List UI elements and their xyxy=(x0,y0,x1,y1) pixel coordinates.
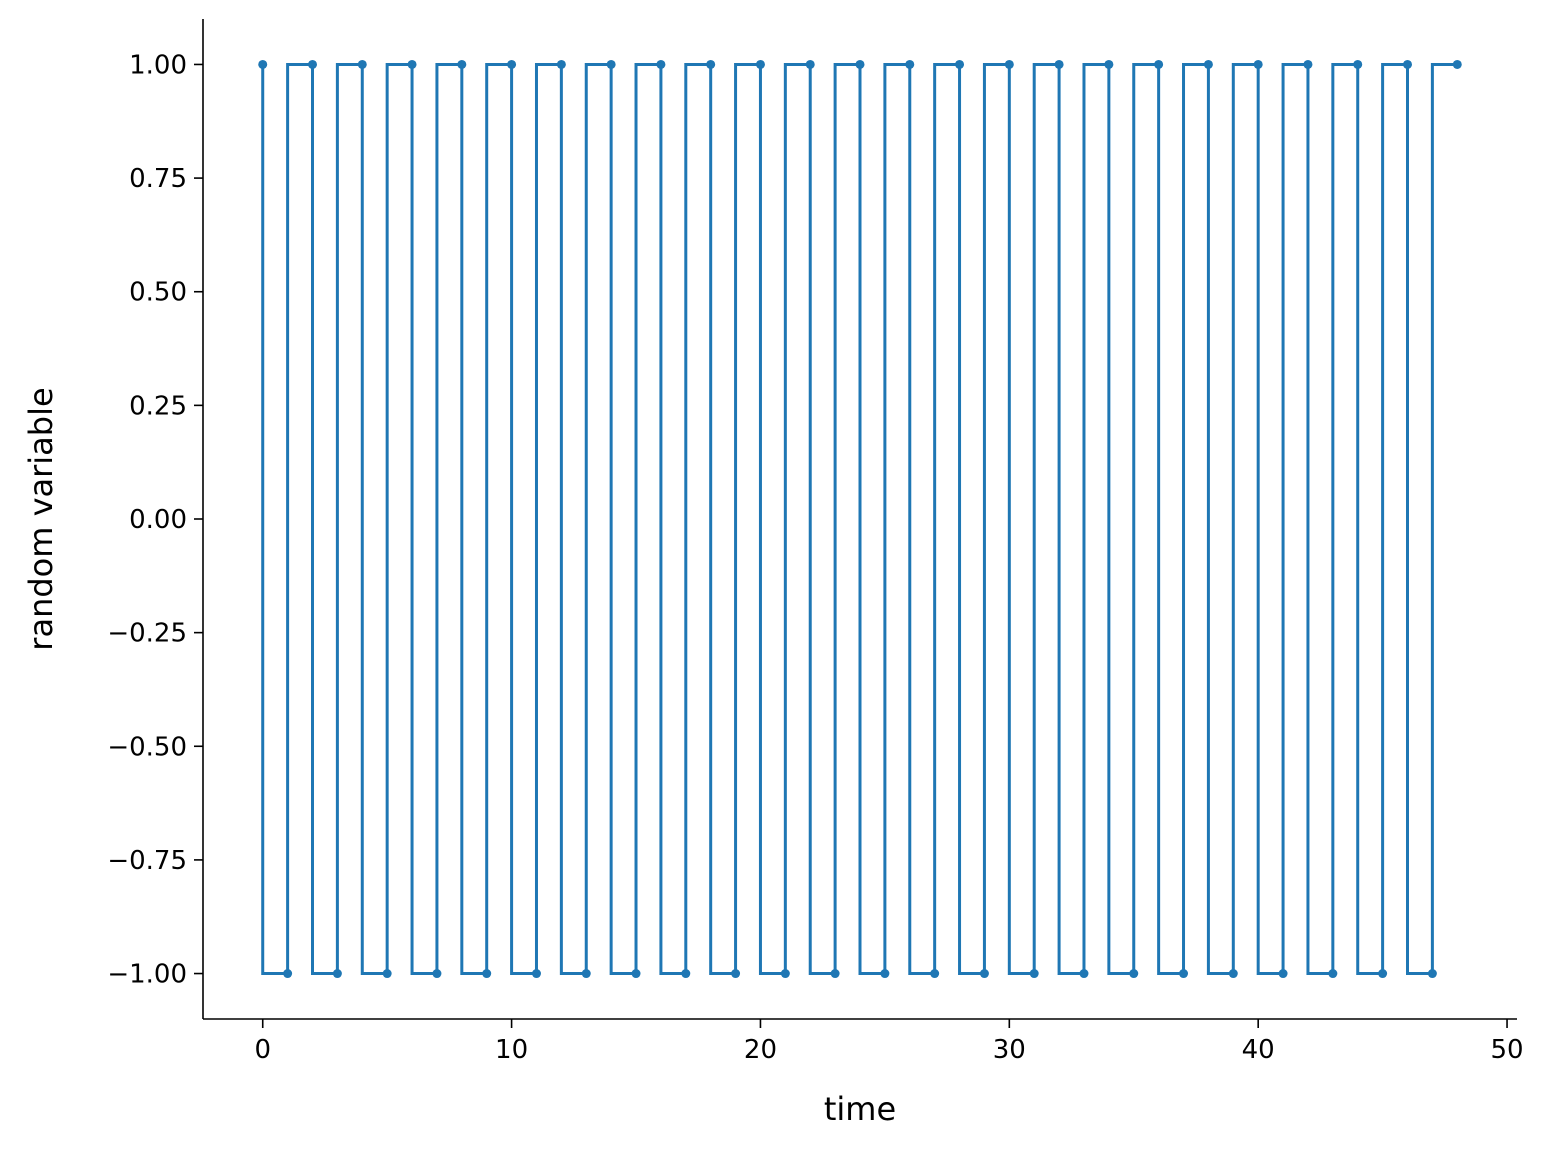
x-axis-label: time xyxy=(824,1090,896,1128)
x-axis-ticks: 0 10 20 30 40 50 xyxy=(254,1019,1524,1065)
data-point xyxy=(1203,59,1213,69)
data-point xyxy=(1029,969,1039,979)
data-point xyxy=(457,59,467,69)
data-point xyxy=(407,59,417,69)
data-point xyxy=(1179,969,1189,979)
y-tick-label: −1.00 xyxy=(107,960,187,990)
y-tick-label: 1.00 xyxy=(129,50,187,80)
data-point xyxy=(382,969,392,979)
data-point xyxy=(855,59,865,69)
data-point xyxy=(1129,969,1139,979)
y-tick-label: 0.00 xyxy=(129,505,187,535)
data-point xyxy=(681,969,691,979)
y-tick-label: 0.50 xyxy=(129,278,187,308)
data-point xyxy=(283,969,293,979)
data-point xyxy=(258,59,268,69)
data-point xyxy=(1278,969,1288,979)
data-point xyxy=(482,969,492,979)
data-point xyxy=(507,59,517,69)
data-point xyxy=(631,969,641,979)
data-point xyxy=(308,59,317,69)
x-tick-label: 0 xyxy=(254,1035,271,1065)
data-point xyxy=(955,59,965,69)
data-point xyxy=(780,969,790,979)
y-tick-label: 0.25 xyxy=(129,391,187,421)
data-point xyxy=(1303,59,1313,69)
data-point xyxy=(805,59,815,69)
data-point xyxy=(905,59,915,69)
plot-area xyxy=(258,59,1462,979)
data-point xyxy=(1353,59,1363,69)
data-point xyxy=(731,969,741,979)
data-point xyxy=(1054,59,1064,69)
data-point xyxy=(930,969,940,979)
data-point xyxy=(656,59,666,69)
x-tick-label: 30 xyxy=(993,1035,1026,1065)
data-point xyxy=(979,969,989,979)
data-point xyxy=(1328,969,1338,979)
data-point xyxy=(1427,969,1437,979)
data-point xyxy=(606,59,616,69)
data-point xyxy=(332,969,342,979)
data-point xyxy=(581,969,591,979)
y-tick-label: −0.50 xyxy=(107,732,187,762)
x-tick-label: 10 xyxy=(495,1035,528,1065)
data-point xyxy=(706,59,716,69)
data-point xyxy=(531,969,541,979)
data-point xyxy=(1004,59,1014,69)
data-point xyxy=(432,969,442,979)
series-line xyxy=(261,62,1458,976)
data-point xyxy=(880,969,890,979)
y-tick-label: −0.75 xyxy=(107,846,187,876)
y-tick-label: 0.75 xyxy=(129,164,187,194)
data-point xyxy=(1104,59,1114,69)
data-point xyxy=(1228,969,1238,979)
data-point xyxy=(357,59,367,69)
data-point xyxy=(1253,59,1263,69)
y-axis-ticks: 1.00 0.75 0.50 0.25 0.00 −0.25 −0.50 −0.75 −1.00 xyxy=(107,50,203,990)
y-axis-label: random variable xyxy=(22,387,60,650)
x-tick-label: 20 xyxy=(744,1035,777,1065)
data-point xyxy=(1079,969,1089,979)
x-tick-label: 50 xyxy=(1490,1035,1523,1065)
data-point xyxy=(556,59,566,69)
data-point xyxy=(1378,969,1388,979)
y-tick-label: −0.25 xyxy=(107,619,187,649)
data-point xyxy=(830,969,840,979)
data-point xyxy=(1452,59,1462,69)
x-tick-label: 40 xyxy=(1242,1035,1275,1065)
data-point xyxy=(755,59,765,69)
data-point xyxy=(1403,59,1412,69)
data-point xyxy=(1154,59,1164,69)
